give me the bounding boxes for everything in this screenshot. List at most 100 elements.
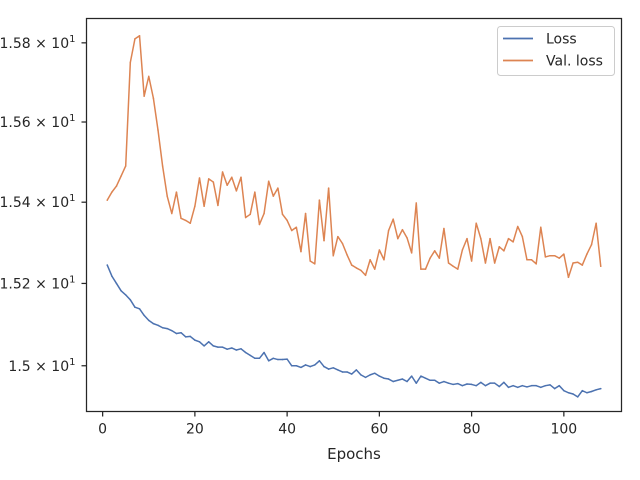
data-point-val-loss-65 bbox=[401, 228, 404, 231]
data-point-loss-64 bbox=[397, 379, 399, 382]
data-point-loss-7 bbox=[134, 306, 136, 308]
data-point-val-loss-87 bbox=[503, 250, 505, 252]
y-tick-label-15.4: 1.54 × 101 bbox=[0, 193, 76, 211]
data-point-loss-52 bbox=[341, 371, 344, 373]
data-point-loss-45 bbox=[309, 365, 311, 368]
data-point-val-loss-18 bbox=[184, 219, 187, 222]
data-point-loss-85 bbox=[493, 382, 496, 384]
data-point-loss-94 bbox=[535, 384, 537, 387]
legend-label-val-loss: Val. loss bbox=[546, 54, 603, 70]
series-line-val-loss bbox=[106, 35, 602, 279]
data-point-val-loss-90 bbox=[516, 225, 519, 228]
data-point-val-loss-88 bbox=[507, 237, 510, 240]
data-point-val-loss-49 bbox=[327, 187, 330, 189]
data-point-val-loss-50 bbox=[332, 254, 334, 257]
data-point-loss-26 bbox=[221, 346, 224, 348]
data-point-val-loss-81 bbox=[475, 222, 477, 224]
data-point-loss-74 bbox=[443, 380, 445, 383]
data-point-loss-82 bbox=[480, 381, 482, 384]
data-point-loss-13 bbox=[161, 327, 164, 329]
data-point-val-loss-43 bbox=[300, 250, 302, 253]
data-point-loss-51 bbox=[337, 369, 339, 371]
data-point-val-loss-55 bbox=[355, 267, 358, 269]
data-point-loss-66 bbox=[406, 380, 408, 383]
data-point-val-loss-16 bbox=[175, 191, 178, 193]
data-point-loss-97 bbox=[549, 384, 551, 386]
data-point-loss-73 bbox=[438, 382, 441, 384]
x-axis-title: Epochs bbox=[327, 445, 381, 463]
data-point-val-loss-31 bbox=[244, 216, 247, 219]
data-point-loss-108 bbox=[600, 387, 602, 390]
data-point-loss-99 bbox=[558, 384, 560, 387]
data-point-val-loss-58 bbox=[369, 259, 371, 261]
data-point-val-loss-74 bbox=[443, 227, 445, 230]
data-point-loss-4 bbox=[120, 290, 122, 292]
data-point-val-loss-40 bbox=[286, 219, 288, 222]
data-point-loss-96 bbox=[544, 384, 547, 387]
data-point-loss-95 bbox=[540, 386, 542, 389]
data-point-val-loss-32 bbox=[249, 213, 251, 216]
data-point-val-loss-91 bbox=[521, 235, 524, 238]
data-point-val-loss-27 bbox=[226, 184, 228, 187]
data-point-loss-50 bbox=[332, 367, 334, 369]
data-point-loss-14 bbox=[166, 327, 168, 330]
data-point-val-loss-94 bbox=[535, 263, 537, 265]
data-point-val-loss-99 bbox=[558, 257, 560, 259]
data-point-val-loss-39 bbox=[281, 213, 284, 216]
data-point-val-loss-60 bbox=[378, 249, 381, 251]
data-point-val-loss-84 bbox=[489, 237, 491, 240]
data-point-val-loss-106 bbox=[590, 243, 593, 246]
data-point-loss-89 bbox=[512, 384, 514, 387]
data-point-loss-103 bbox=[576, 396, 579, 398]
x-tick-label-100: 100 bbox=[550, 422, 577, 438]
data-point-val-loss-93 bbox=[530, 259, 533, 261]
data-point-loss-38 bbox=[277, 358, 279, 361]
data-point-loss-48 bbox=[323, 365, 325, 368]
data-point-loss-62 bbox=[387, 378, 390, 380]
data-point-val-loss-7 bbox=[134, 38, 136, 40]
data-point-loss-71 bbox=[429, 379, 431, 382]
data-point-val-loss-29 bbox=[235, 190, 238, 192]
data-point-val-loss-20 bbox=[194, 205, 196, 207]
data-point-val-loss-82 bbox=[480, 237, 482, 240]
data-point-loss-61 bbox=[383, 377, 385, 379]
data-point-loss-17 bbox=[180, 331, 182, 334]
series-line-loss bbox=[106, 264, 602, 398]
data-point-val-loss-46 bbox=[314, 263, 316, 265]
data-point-loss-101 bbox=[567, 392, 570, 394]
data-point-loss-2 bbox=[111, 275, 113, 277]
data-point-val-loss-83 bbox=[484, 262, 487, 264]
data-point-val-loss-105 bbox=[586, 253, 588, 255]
data-point-loss-91 bbox=[521, 384, 524, 387]
y-tick-label-15.6: 1.56 × 101 bbox=[0, 113, 76, 131]
data-point-loss-39 bbox=[281, 358, 284, 361]
data-point-loss-22 bbox=[203, 345, 205, 347]
legend-label-loss: Loss bbox=[546, 32, 577, 48]
data-point-val-loss-89 bbox=[512, 241, 514, 243]
data-point-loss-12 bbox=[157, 324, 159, 327]
data-point-loss-106 bbox=[590, 390, 593, 393]
data-point-val-loss-42 bbox=[295, 226, 298, 229]
x-tick-label-20: 20 bbox=[186, 422, 204, 438]
y-tick-label-15.8: 1.58 × 101 bbox=[0, 34, 76, 52]
data-point-val-loss-11 bbox=[152, 97, 155, 99]
data-point-loss-69 bbox=[420, 375, 422, 377]
data-point-loss-19 bbox=[189, 335, 192, 338]
data-point-val-loss-108 bbox=[600, 265, 602, 268]
data-point-loss-67 bbox=[410, 375, 413, 377]
data-point-loss-30 bbox=[240, 348, 242, 350]
data-point-val-loss-70 bbox=[424, 268, 427, 270]
data-point-val-loss-100 bbox=[563, 253, 565, 255]
data-point-loss-92 bbox=[526, 386, 528, 388]
data-point-loss-34 bbox=[258, 357, 261, 360]
data-point-loss-47 bbox=[318, 360, 321, 362]
data-point-val-loss-56 bbox=[360, 269, 362, 272]
data-point-loss-28 bbox=[231, 347, 233, 349]
data-point-loss-100 bbox=[563, 389, 565, 392]
data-point-val-loss-85 bbox=[493, 262, 496, 264]
data-point-loss-76 bbox=[452, 383, 454, 386]
data-point-loss-23 bbox=[207, 341, 210, 343]
data-point-val-loss-22 bbox=[203, 205, 205, 207]
data-point-val-loss-78 bbox=[461, 249, 464, 251]
